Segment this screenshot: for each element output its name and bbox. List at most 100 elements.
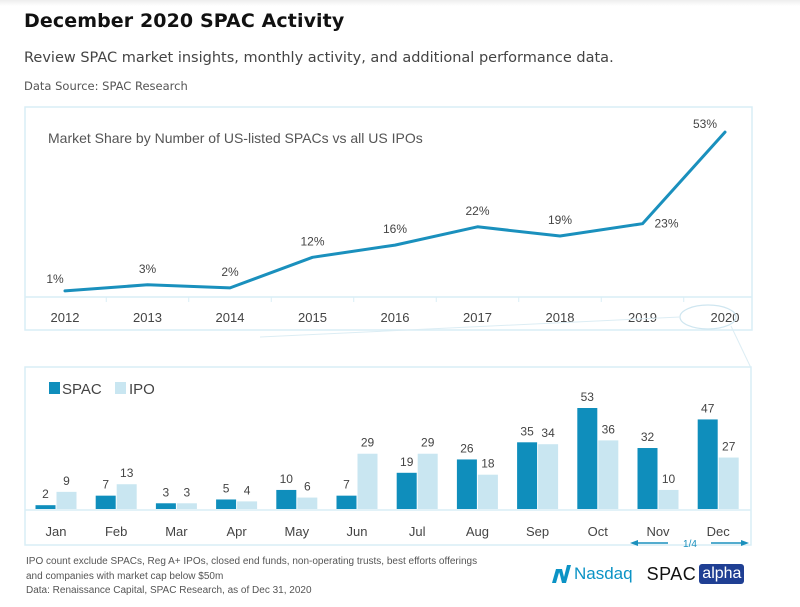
bar-spac (697, 419, 718, 509)
bar-value-label: 7 (102, 478, 109, 492)
logos: Nasdaq SPAC alpha (550, 561, 745, 587)
annotation-label: 1/4 (683, 539, 697, 550)
bar-value-label: 27 (722, 440, 736, 454)
nasdaq-logo-icon (552, 565, 571, 583)
legend-swatch-spac (49, 382, 60, 394)
month-label: Jun (347, 524, 368, 539)
month-label: Nov (646, 524, 670, 539)
data-label: 1% (46, 272, 64, 286)
bar-value-label: 19 (400, 455, 414, 469)
bar-value-label: 29 (421, 436, 435, 450)
data-label: 2% (221, 265, 239, 279)
bar-ipo (116, 484, 137, 509)
bar-ipo (538, 444, 559, 509)
x-tick-label: 2013 (133, 310, 162, 325)
bar-value-label: 13 (120, 466, 134, 480)
bar-ipo (718, 457, 739, 509)
x-tick-label: 2018 (546, 310, 575, 325)
month-label: Sep (526, 524, 549, 539)
month-label: Feb (105, 524, 127, 539)
zoom-connector-right (730, 325, 752, 369)
data-source: Data Source: SPAC Research (24, 79, 188, 93)
line-chart-frame (24, 106, 753, 331)
x-tick-label: 2016 (381, 310, 410, 325)
footnote-line: IPO count exclude SPACs, Reg A+ IPOs, cl… (26, 556, 478, 567)
bar-value-label: 4 (244, 483, 251, 497)
footnote-line: Data: Renaissance Capital, SPAC Research… (26, 585, 312, 596)
bar-value-label: 5 (223, 481, 230, 495)
bar-ipo (297, 497, 318, 509)
data-label: 23% (654, 217, 678, 231)
legend-label-ipo: IPO (129, 381, 155, 398)
annotation-1-4: 1/4 (630, 539, 749, 550)
data-label: 53% (693, 117, 717, 131)
bar-value-label: 32 (641, 430, 655, 444)
bar-value-label: 2 (42, 487, 49, 501)
bar-value-label: 34 (541, 426, 555, 440)
page-subtitle: Review SPAC market insights, monthly act… (24, 50, 614, 66)
x-tick-label: 2015 (298, 310, 327, 325)
bar-ipo (176, 503, 197, 509)
data-label: 19% (548, 213, 572, 227)
bar-value-label: 26 (460, 441, 474, 455)
footnote-line: and companies with market cap below $50m (26, 570, 224, 582)
bar-value-label: 3 (184, 485, 191, 499)
bar-spac (396, 472, 417, 509)
month-label: Aug (466, 524, 489, 539)
alpha-logo-text: alpha (699, 564, 745, 584)
bar-value-label: 6 (304, 480, 311, 494)
bar-value-label: 29 (361, 436, 375, 450)
month-label: Jan (46, 524, 67, 539)
bar-value-label: 47 (701, 401, 715, 415)
arrow-right-icon (741, 540, 749, 546)
bar-ipo (598, 440, 619, 509)
bar-ipo (658, 489, 679, 509)
zoom-connector-left (259, 316, 681, 338)
bar-value-label: 3 (163, 485, 170, 499)
bar-spac (456, 459, 477, 509)
nasdaq-logo-text: Nasdaq (574, 564, 633, 583)
bar-ipo (237, 501, 258, 509)
bar-ipo (417, 453, 438, 509)
arrow-left-icon (630, 540, 638, 546)
month-label: Dec (707, 524, 731, 539)
bar-spac (336, 495, 357, 509)
bar-value-label: 10 (280, 472, 294, 486)
page-title: December 2020 SPAC Activity (24, 10, 345, 32)
spac-logo-text: SPAC (646, 563, 697, 584)
data-label: 3% (139, 262, 157, 276)
bar-value-label: 18 (481, 457, 495, 471)
month-label: Mar (165, 524, 188, 539)
bar-value-label: 35 (520, 424, 534, 438)
bar-ipo (477, 474, 498, 509)
bar-ipo (56, 491, 77, 509)
month-label: Apr (226, 524, 247, 539)
line-series-market-share (63, 130, 727, 293)
bar-spac (276, 489, 297, 509)
bar-value-label: 7 (343, 478, 350, 492)
x-tick-label: 2017 (463, 310, 492, 325)
x-tick-label: 2020 (711, 310, 740, 325)
bar-value-label: 10 (662, 472, 676, 486)
bar-chart-frame (24, 366, 752, 546)
bar-value-label: 53 (581, 390, 595, 404)
legend: SPAC IPO (49, 381, 155, 398)
x-tick-label: 2012 (51, 310, 80, 325)
bar-spac (577, 408, 598, 509)
month-label: Oct (588, 524, 609, 539)
data-label: 22% (465, 204, 489, 218)
bar-spac (155, 503, 176, 509)
legend-label-spac: SPAC (62, 381, 102, 398)
bar-ipo (357, 453, 378, 509)
bar-value-label: 36 (602, 422, 616, 436)
bar-value-label: 9 (63, 474, 70, 488)
x-tick-label: 2019 (628, 310, 657, 325)
top-shadow (0, 0, 800, 6)
x-tick-label: 2014 (216, 310, 245, 325)
data-label: 16% (383, 222, 407, 236)
bar-spac (517, 442, 538, 509)
bar-spac (637, 448, 658, 509)
bar-spac (95, 495, 116, 509)
bar-spac (216, 499, 237, 509)
